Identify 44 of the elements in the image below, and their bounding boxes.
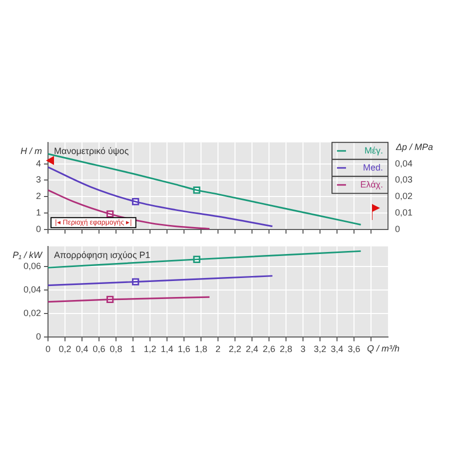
y-tick-label: 4 [36, 158, 41, 168]
y-tick-label: 0 [36, 332, 41, 342]
y2-tick-label: 0,04 [395, 158, 413, 168]
y-axis-title: P₁ / kW [12, 250, 44, 260]
legend-label: Med. [362, 162, 383, 172]
y2-tick-label: 0,03 [395, 174, 413, 185]
x-tick-label: 0,2 [58, 344, 72, 354]
y2-tick-label: 0 [395, 224, 400, 234]
y-tick-label: 2 [36, 191, 41, 202]
x-tick-label: 2 [215, 344, 221, 354]
x-tick-label: 0,4 [76, 344, 88, 354]
x-tick-label: 0,6 [92, 344, 106, 354]
x-tick-label: 3,4 [330, 344, 344, 354]
x-tick-label: 1,2 [144, 344, 156, 354]
x-tick-label: 1 [130, 344, 136, 354]
legend-label: Μέγ. [364, 145, 383, 156]
x-tick-label: 3,6 [348, 344, 360, 354]
x-tick-label: 3 [300, 344, 306, 354]
x-tick-label: 2,4 [246, 344, 258, 354]
legend-label: Ελάχ. [360, 179, 383, 190]
x-tick-label: 1,8 [194, 344, 208, 354]
x-tick-label: 3,2 [314, 344, 326, 354]
y-axis-title: H / m [20, 146, 42, 156]
x-tick-label: 1,4 [160, 344, 174, 354]
annotation: Απορρόφηση ισχύος P1 [54, 250, 150, 260]
x-tick-label: 0 [45, 344, 51, 354]
y-tick-label: 3 [36, 174, 41, 185]
line-series [48, 166, 274, 228]
y2-axis-title: Δp / MPa [395, 142, 434, 152]
y2-tick-label: 0,02 [395, 191, 413, 202]
x-tick-label: 2,6 [262, 344, 276, 354]
annotation: Μανομετρικό ύψος [54, 146, 130, 156]
x-tick-label: 0,8 [110, 344, 122, 354]
y-tick-label: 0 [36, 224, 41, 234]
x-axis-title: Q / m³/h [367, 344, 400, 354]
x-tick-label: 1,6 [178, 344, 190, 354]
y-tick-label: 0,04 [23, 284, 41, 295]
y-tick-label: 0,02 [23, 308, 41, 318]
y-tick-label: 1 [36, 208, 41, 218]
y2-tick-label: 0,01 [395, 208, 413, 218]
x-tick-label: 2,8 [280, 344, 292, 354]
line-series [48, 189, 210, 230]
y-tick-label: 0,06 [23, 260, 41, 271]
x-tick-label: 2,2 [228, 344, 242, 354]
